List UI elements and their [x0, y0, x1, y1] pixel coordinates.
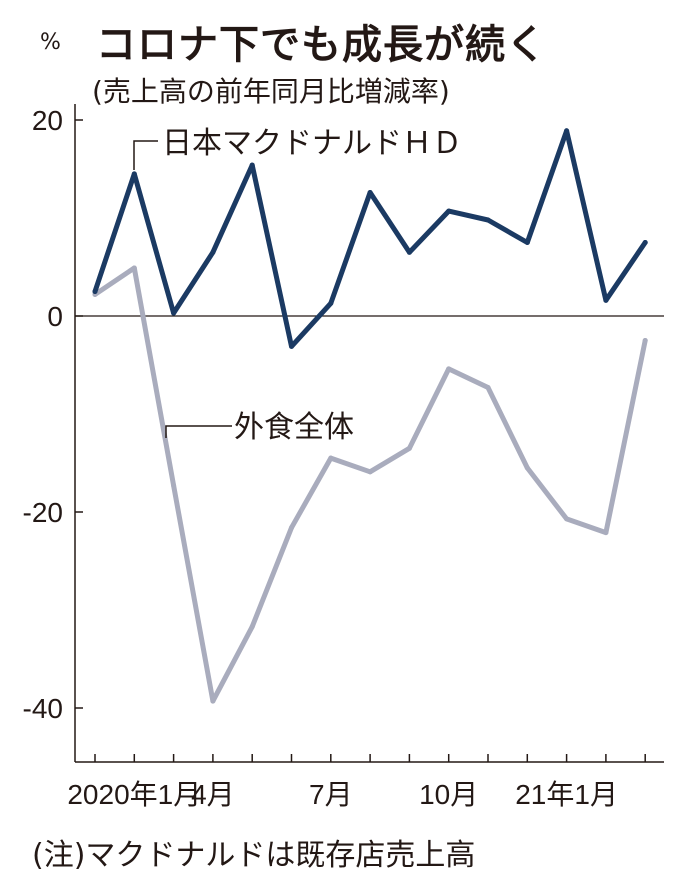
series-line-1 [92, 265, 648, 704]
data-point-0 [564, 128, 570, 134]
y-tick-label: -20 [23, 497, 63, 528]
chart-subtitle: (売上高の前年同月比増減率) [92, 75, 450, 108]
mcd-leader-line [133, 140, 158, 170]
data-point-1 [564, 516, 570, 522]
data-point-1 [603, 530, 609, 536]
y-tick-label: -40 [23, 693, 63, 724]
data-point-0 [249, 162, 255, 168]
data-point-0 [524, 240, 530, 245]
y-unit-label: % [40, 30, 61, 55]
data-point-0 [289, 343, 294, 349]
data-point-1 [642, 338, 648, 343]
series-label-mcdonalds: 日本マクドナルドＨＤ [162, 126, 462, 161]
data-point-0 [603, 297, 609, 303]
data-point-0 [328, 300, 334, 306]
footnote: (注)マクドナルドは既存店売上高 [32, 838, 476, 873]
y-tick-label: 0 [47, 301, 63, 332]
data-point-1 [485, 385, 491, 391]
data-point-1 [406, 445, 412, 451]
x-tick-label: 21年1月 [515, 779, 618, 810]
chart-title: コロナ下でも成長が続く [96, 22, 547, 68]
industry-leader-line [165, 425, 232, 438]
data-point-0 [446, 208, 452, 214]
y-tick-label: 20 [32, 105, 63, 136]
x-tick-label: 7月 [309, 779, 353, 810]
data-point-1 [289, 525, 294, 531]
series-line-0 [92, 128, 648, 349]
data-point-1 [131, 265, 137, 271]
data-point-1 [328, 455, 334, 461]
data-point-1 [171, 483, 177, 489]
data-point-0 [171, 310, 177, 316]
data-point-1 [210, 698, 216, 704]
data-point-1 [524, 465, 530, 471]
data-point-1 [249, 624, 255, 630]
data-point-0 [485, 217, 491, 223]
x-tick-label: 10月 [419, 779, 478, 810]
data-point-1 [446, 366, 452, 372]
data-point-0 [642, 240, 648, 245]
series-label-industry: 外食全体 [234, 410, 354, 445]
data-point-1 [367, 469, 373, 475]
data-point-0 [131, 171, 137, 177]
x-tick-label: 2020年1月 [67, 779, 201, 810]
x-tick-label: 4月 [191, 779, 235, 810]
data-point-0 [367, 190, 373, 196]
data-point-0 [210, 249, 216, 255]
data-point-0 [92, 289, 98, 294]
data-point-0 [406, 249, 412, 255]
